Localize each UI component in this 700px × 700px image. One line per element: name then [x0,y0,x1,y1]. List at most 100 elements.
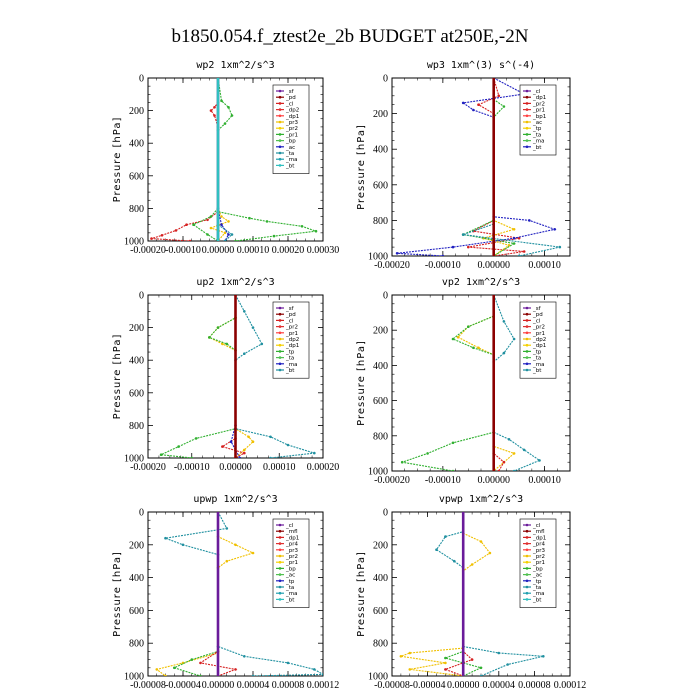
series-line-cl [468,78,525,256]
legend-marker [525,591,529,595]
panel-title: vp2 1xm^2/s^3 [442,277,520,288]
legend: _cl_mfl_dp1_pr4_pr3_pr2_pr1_bp_ac_tp_ta_… [272,518,310,608]
legend-entry: _pr2 [285,126,298,132]
series-point [190,456,194,458]
x-tick-label: -0.00020 [130,462,166,473]
series-point [230,233,234,236]
legend-entry: _pd [285,95,296,101]
panels: wp2 1xm^2/s^3 Pressure [hPa] 0 200 400 600 800… [112,60,586,691]
y-tick-label: 200 [373,326,388,337]
y-tick-label: 400 [129,573,144,584]
legend-marker [278,585,282,589]
legend-marker [278,145,282,149]
legend-marker [278,567,282,570]
legend-marker [525,350,529,353]
legend-marker [525,523,529,527]
series-point [512,469,516,471]
panel-title: vpwp 1xm^2/s^3 [439,494,523,505]
legend-marker [525,95,529,99]
figure-title: b1850.054.f_ztest2e_2b BUDGET at250E,-2N [172,26,529,47]
legend-entry: _dp2 [532,337,546,343]
x-tick-label: -0.00008 [130,680,166,691]
legend-entry: _pr4 [532,542,546,548]
x-tick-label: -0.00020 [374,260,410,271]
y-axis-label: Pressure [hPa] [356,340,367,426]
y-tick-label: 600 [129,388,144,399]
legend-marker [525,139,529,142]
legend-entry: _bt [285,163,295,169]
legend-marker [525,319,529,322]
series-line-pr1 [443,512,483,676]
x-tick-label: -0.00010 [174,462,210,473]
y-tick-label: 400 [373,573,388,584]
series-point [181,543,185,547]
x-tick-label: -0.00004 [165,680,201,691]
y-axis-label: Pressure [hPa] [112,334,123,420]
legend-marker [278,598,282,601]
series-point [512,228,516,231]
legend-entry: _tp [285,579,295,585]
legend-marker [525,573,529,576]
legend-marker [525,89,529,93]
legend-entry: _ma [532,591,544,597]
series-point [286,661,290,665]
x-tick-label: 0.00000 [477,475,510,486]
y-tick-label: 800 [373,431,388,442]
legend-entry: _pr2 [285,554,298,560]
chart-panel-2: wp3 1xm^(3) s^(-4) Pressure [hPa] 0 200 400 6… [356,60,571,271]
series-point [528,219,531,222]
series-point [159,453,163,457]
series-point [248,216,251,220]
legend-marker [278,331,282,335]
y-tick-label: 200 [373,109,388,120]
legend-marker [278,350,282,353]
series-point [502,105,506,108]
legend-marker [278,120,282,124]
y-axis-label: Pressure [hPa] [112,551,123,637]
y-tick-label: 400 [129,356,144,367]
y-tick-label: 0 [383,74,388,85]
x-tick-label: 0.00010 [237,245,270,256]
legend-marker [525,120,529,124]
legend-entry: _ta [532,132,541,138]
series-point [522,250,526,253]
x-tick-label: 0.00008 [518,680,551,691]
panel-title: up2 1xm^2/s^3 [196,277,274,288]
y-tick-label: 800 [129,639,144,650]
series-point [399,655,403,658]
legend-entry: _pd [532,312,543,318]
legend-marker [278,536,282,539]
series-point [234,295,237,297]
legend-marker [525,368,529,372]
legend-entry: _pr1 [285,560,298,566]
legend-entry: _mfl [285,529,298,535]
legend-entry: _ma [532,362,544,368]
series-line-pr1 [159,295,237,458]
series-point [192,223,195,226]
series-point [216,512,220,514]
legend-entry: _cl [285,318,294,324]
legend-entry: _mfl [532,529,545,535]
series-point [451,441,455,445]
legend-entry: _tp [532,126,542,132]
series-point [512,242,516,245]
legend-marker [278,362,282,366]
x-tick-label: -0.00020 [130,245,166,256]
plot-area [155,512,323,676]
series-line-tp [397,78,557,256]
y-tick-label: 1000 [368,672,388,683]
legend-marker [278,164,282,167]
legend-entry: _pr3 [532,548,546,554]
y-tick-label: 400 [373,145,388,156]
series-point [164,674,167,676]
legend-marker [278,114,282,118]
legend-entry: _ac [285,145,295,151]
chart-panel-6: vpwp 1xm^2/s^3 Pressure [hPa] 0 200 400 600 80… [356,494,586,691]
series-point [206,233,209,236]
legend-entry: _dp1 [285,114,299,120]
x-tick-label: 0.00004 [237,680,270,691]
legend-marker [278,591,282,595]
y-tick-label: 400 [373,361,388,372]
series-point [209,226,213,230]
